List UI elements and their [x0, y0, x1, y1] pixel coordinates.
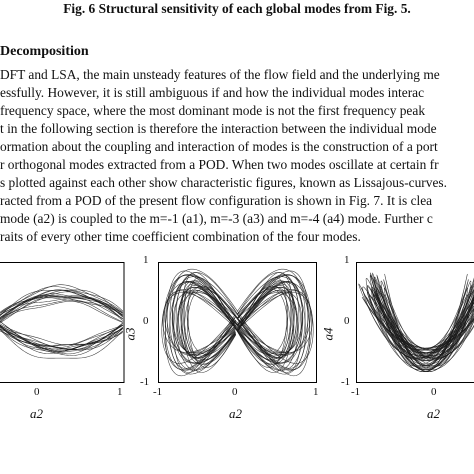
plot-frame	[0, 262, 125, 383]
paragraph-line: r orthogonal modes extracted from a POD.…	[0, 157, 439, 172]
trajectory-curve	[0, 294, 123, 319]
trajectory-curve	[0, 327, 123, 352]
trajectory-curve	[0, 323, 123, 348]
trajectory-curve	[182, 285, 293, 360]
x-tick-label: 1	[313, 386, 319, 398]
trajectory-curve	[0, 291, 123, 313]
trajectory-curve	[380, 280, 472, 365]
trajectory-curve	[369, 295, 474, 350]
plot-a1-vs-a2-canvas	[0, 262, 125, 383]
trajectory-curve	[175, 274, 300, 371]
y-tick-label: 0	[344, 315, 350, 327]
trajectory-curve	[0, 324, 123, 345]
x-tick-label: 1	[117, 386, 123, 398]
x-axis-label: a2	[427, 406, 440, 421]
plot-a3-vs-a2-canvas	[158, 262, 317, 383]
paragraph-line: t in the following section is therefore …	[0, 121, 437, 136]
plot-frame	[356, 262, 474, 383]
trajectory-curve	[0, 295, 123, 318]
x-tick-label: 0	[431, 386, 437, 398]
trajectory-curve	[374, 276, 474, 369]
x-tick-label: 0	[34, 386, 40, 398]
y-tick-label: 1	[143, 254, 149, 266]
paragraph-line: ormation about the coupling and interact…	[0, 139, 438, 154]
trajectory-curve	[0, 289, 123, 317]
y-axis-label: a4	[320, 327, 336, 341]
trajectory-curve	[369, 275, 474, 370]
x-tick-label: 0	[232, 386, 238, 398]
paragraph-line: frequency space, where the most dominant…	[0, 103, 426, 118]
trajectory-curve	[0, 327, 123, 356]
curve-bundle	[358, 272, 474, 372]
paragraph-line: raits of every other time coefficient co…	[0, 229, 361, 244]
paragraph-line: s plotted against each other show charac…	[0, 175, 447, 190]
trajectory-curve	[0, 329, 123, 359]
trajectory-curve	[0, 325, 123, 350]
y-tick-label: -1	[140, 376, 150, 388]
trajectory-curve	[162, 292, 313, 353]
trajectory-curve	[173, 272, 302, 373]
plot-a4-vs-a2	[350, 262, 474, 384]
trajectory-curve	[176, 292, 299, 353]
x-axis-label: a2	[229, 406, 242, 421]
trajectory-curve	[376, 274, 474, 370]
trajectory-curve	[180, 283, 295, 362]
y-tick-label: 0	[143, 315, 149, 327]
trajectory-curve	[371, 291, 474, 354]
x-tick-label: -1	[153, 386, 163, 398]
trajectory-curve	[0, 301, 123, 323]
trajectory-curve	[0, 326, 123, 353]
trajectory-curve	[0, 321, 123, 346]
plot-frame	[158, 262, 317, 383]
trajectory-curve	[361, 296, 474, 349]
trajectory-curve	[177, 289, 298, 356]
curve-bundle	[0, 284, 123, 359]
trajectory-curve	[163, 274, 312, 370]
curve-bundle	[161, 268, 314, 377]
x-tick-label: -1	[351, 386, 361, 398]
plot-a4-vs-a2-canvas	[356, 262, 474, 383]
trajectory-curve	[375, 287, 474, 358]
trajectory-curve	[365, 278, 474, 367]
trajectory-curve	[384, 294, 468, 351]
section-heading: Decomposition	[0, 44, 89, 59]
trajectory-curve	[0, 326, 123, 354]
paragraph-line: racted from a POD of the present flow co…	[0, 193, 433, 208]
paragraph-line: mode (a2) is coupled to the m=-1 (a1), m…	[0, 211, 433, 226]
trajectory-curve	[0, 284, 123, 314]
figure-caption: Fig. 6 Structural sensitivity of each gl…	[63, 1, 411, 16]
plot-a1-vs-a2	[0, 262, 140, 384]
y-axis-label: a3	[122, 327, 138, 341]
trajectory-curve	[164, 290, 311, 355]
x-axis-label: a2	[30, 406, 43, 421]
y-tick-label: 1	[344, 254, 350, 266]
trajectory-curve	[171, 281, 304, 364]
trajectory-curve	[0, 297, 123, 324]
plot-a3-vs-a2	[152, 262, 322, 384]
paragraph-line: essfully. However, it is still ambiguous…	[0, 85, 425, 100]
y-tick-label: -1	[341, 376, 351, 388]
trajectory-curve	[0, 328, 123, 351]
trajectory-curve	[377, 288, 474, 357]
paragraph-line: DFT and LSA, the main unsteady features …	[0, 67, 440, 82]
